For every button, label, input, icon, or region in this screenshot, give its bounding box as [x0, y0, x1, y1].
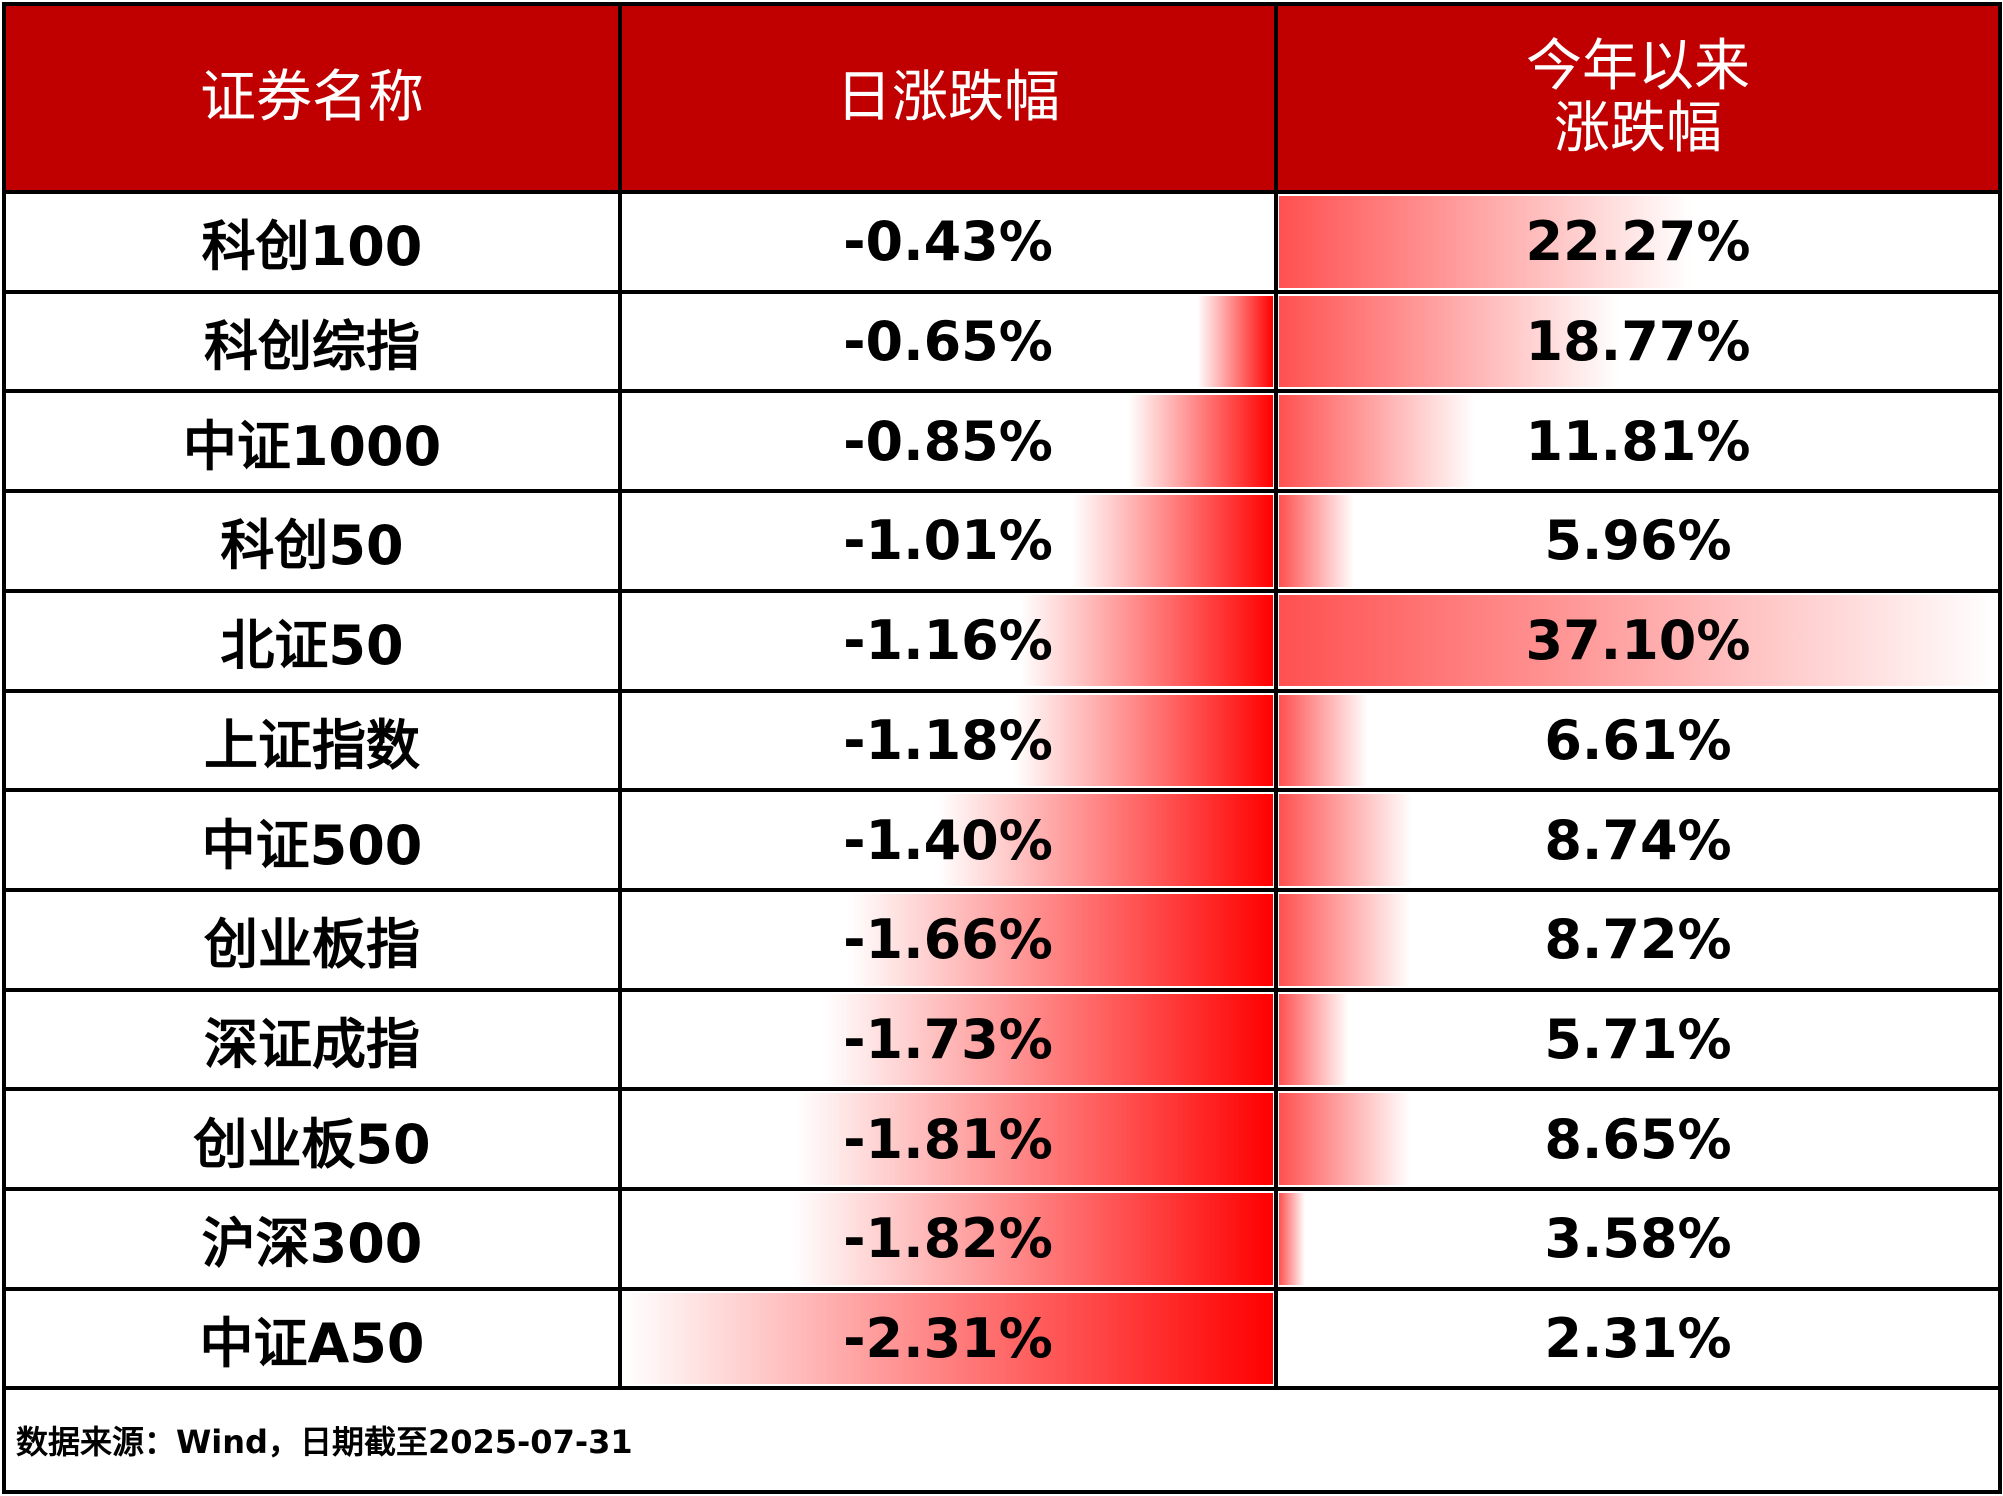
- ytd-bar: [1279, 993, 1350, 1086]
- name-cell: 中证500: [201, 813, 423, 877]
- border: [2, 2, 6, 1494]
- footer: 数据来源：Wind，日期截至2025-07-31: [16, 1423, 633, 1462]
- ytd-cell: 18.77%: [1525, 310, 1751, 374]
- border: [2, 1187, 2002, 1191]
- daily-bar: [1127, 395, 1273, 488]
- ytd-bar: [1279, 196, 1691, 288]
- daily-bar: [937, 794, 1273, 886]
- ytd-bar: [1279, 295, 1619, 388]
- name-cell: 中证1000: [182, 414, 442, 478]
- daily-bar: [1196, 295, 1273, 388]
- ytd-cell: 8.65%: [1544, 1107, 1732, 1171]
- daily-bar: [847, 893, 1273, 986]
- ytd-cell: 5.96%: [1544, 509, 1732, 573]
- border: [2, 389, 2002, 394]
- ytd-bar: [1279, 594, 1997, 687]
- ytd-bar: [1279, 694, 1368, 787]
- daily-cell: -1.82%: [843, 1207, 1053, 1271]
- header-cell: 日涨跌幅: [836, 65, 1060, 131]
- ytd-bar: [1279, 794, 1412, 886]
- daily-cell: -1.40%: [843, 808, 1053, 872]
- ytd-bar: [1279, 1193, 1306, 1285]
- name-cell: 沪深300: [201, 1212, 423, 1276]
- daily-cell: -0.65%: [843, 310, 1053, 374]
- name-cell: 上证指数: [204, 713, 420, 777]
- border: [2, 1386, 2002, 1391]
- border: [2, 190, 2002, 194]
- name-cell: 北证50: [220, 614, 404, 678]
- daily-cell: -1.16%: [843, 609, 1053, 673]
- daily-bar: [1072, 495, 1273, 587]
- border: [2, 1087, 2002, 1092]
- header-cell: 今年以来 涨跌幅: [1526, 34, 1750, 161]
- border: [2, 887, 2002, 892]
- name-cell: 中证A50: [199, 1312, 425, 1376]
- daily-bar: [623, 1292, 1273, 1385]
- ytd-cell: 8.74%: [1544, 808, 1732, 872]
- ytd-bar: [1279, 395, 1476, 488]
- header-cell: 证券名称: [200, 65, 424, 131]
- daily-cell: -0.43%: [843, 210, 1053, 274]
- name-cell: 科创综指: [204, 315, 420, 379]
- ytd-cell: 5.71%: [1544, 1007, 1732, 1071]
- ytd-cell: 3.58%: [1544, 1207, 1732, 1271]
- border: [2, 788, 2002, 793]
- daily-bar: [1013, 694, 1273, 787]
- name-cell: 创业板指: [204, 913, 420, 977]
- daily-cell: -0.85%: [843, 409, 1053, 473]
- name-cell: 深证成指: [204, 1012, 420, 1076]
- daily-cell: -1.81%: [843, 1107, 1053, 1171]
- ytd-cell: 6.61%: [1544, 708, 1732, 772]
- name-cell: 科创50: [220, 514, 404, 578]
- border: [2, 489, 2002, 494]
- name-cell: 科创100: [201, 215, 423, 279]
- name-cell: 创业板50: [193, 1112, 431, 1176]
- daily-bar: [795, 1093, 1273, 1185]
- daily-cell: -1.73%: [843, 1007, 1053, 1071]
- ytd-bar: [1279, 1093, 1410, 1185]
- border: [1998, 2, 2002, 1494]
- border: [2, 1490, 2002, 1494]
- ytd-cell: 37.10%: [1525, 609, 1751, 673]
- daily-cell: -1.66%: [843, 908, 1053, 972]
- daily-cell: -2.31%: [843, 1307, 1053, 1371]
- border: [2, 588, 2002, 593]
- border: [618, 4, 622, 1389]
- border: [2, 1286, 2002, 1291]
- daily-bar: [823, 993, 1273, 1086]
- border: [2, 688, 2002, 693]
- border: [2, 2, 2002, 6]
- header-bg: [4, 4, 2000, 192]
- daily-bar: [1020, 594, 1273, 687]
- daily-cell: -1.01%: [843, 509, 1053, 573]
- ytd-cell: 2.31%: [1544, 1307, 1732, 1371]
- ytd-cell: 11.81%: [1525, 409, 1751, 473]
- ytd-bar: [1279, 893, 1412, 986]
- ytd-cell: 22.27%: [1525, 210, 1751, 274]
- border: [1274, 4, 1278, 1389]
- daily-bar: [792, 1193, 1273, 1285]
- ytd-bar: [1279, 495, 1355, 587]
- ytd-cell: 8.72%: [1544, 908, 1732, 972]
- daily-cell: -1.18%: [843, 708, 1053, 772]
- border: [2, 987, 2002, 992]
- border: [2, 289, 2002, 294]
